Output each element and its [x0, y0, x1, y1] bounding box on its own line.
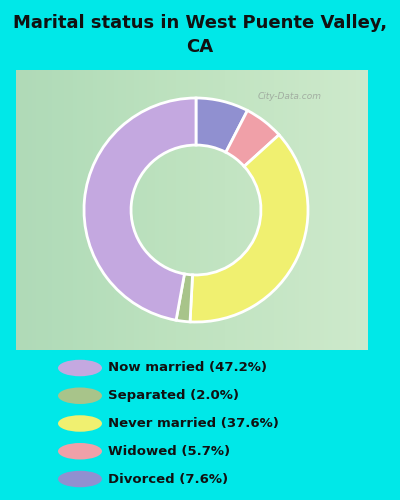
Text: Marital status in West Puente Valley,
CA: Marital status in West Puente Valley, CA	[13, 14, 387, 56]
Text: Separated (2.0%): Separated (2.0%)	[108, 389, 239, 402]
Circle shape	[58, 415, 102, 432]
Text: City-Data.com: City-Data.com	[258, 92, 322, 102]
Text: Never married (37.6%): Never married (37.6%)	[108, 417, 279, 430]
Circle shape	[58, 471, 102, 487]
Wedge shape	[176, 274, 192, 322]
Circle shape	[58, 360, 102, 376]
Text: Now married (47.2%): Now married (47.2%)	[108, 362, 267, 374]
Text: Divorced (7.6%): Divorced (7.6%)	[108, 472, 228, 486]
Wedge shape	[196, 98, 248, 152]
Circle shape	[58, 443, 102, 460]
Wedge shape	[190, 135, 308, 322]
Wedge shape	[226, 110, 279, 166]
Circle shape	[58, 388, 102, 404]
Text: Widowed (5.7%): Widowed (5.7%)	[108, 445, 230, 458]
Wedge shape	[84, 98, 196, 320]
